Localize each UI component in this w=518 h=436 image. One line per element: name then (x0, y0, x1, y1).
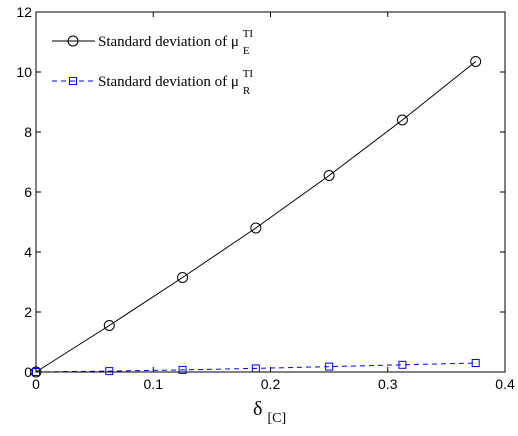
data-point-0 (323, 170, 335, 181)
data-point-0 (177, 272, 189, 283)
data-point-1 (398, 360, 407, 369)
legend-label-e: Standard deviation of μ TI E (98, 25, 257, 57)
x-tick-label: 0 (32, 376, 40, 392)
data-point-0 (250, 222, 262, 234)
y-axis-ticks: 0 2 4 6 8 10 12 (16, 4, 505, 380)
y-tick-label: 6 (24, 184, 32, 200)
plot-area-frame (35, 11, 506, 373)
x-axis-ticks: 0 0.1 0.2 0.3 0.4 (32, 12, 515, 392)
data-point-0 (470, 56, 482, 67)
y-tick-label: 4 (24, 244, 32, 260)
legend-marker-e (67, 35, 79, 47)
data-point-1 (471, 359, 480, 367)
legend: Standard deviation of μ TI E Standard de… (52, 25, 257, 97)
series-line-1 (35, 362, 476, 373)
x-axis-label: δ [C] (253, 398, 286, 426)
y-tick-label: 8 (24, 124, 32, 140)
x-tick-label: 0.1 (144, 376, 164, 392)
series-line-0 (35, 61, 477, 373)
data-point-1 (178, 365, 187, 374)
y-tick-label: 0 (24, 364, 32, 380)
data-point-1 (105, 367, 114, 376)
legend-entry-r: Standard deviation of μ TI R (52, 65, 257, 97)
series-layer (30, 56, 482, 378)
y-tick-label: 2 (24, 304, 32, 320)
x-tick-label: 0.4 (495, 376, 515, 392)
y-tick-label: 12 (16, 4, 32, 20)
data-point-1 (325, 362, 334, 371)
legend-label-r: Standard deviation of μ TI R (98, 65, 257, 97)
data-point-0 (103, 320, 115, 331)
x-tick-label: 0.3 (378, 376, 398, 392)
legend-marker-r (69, 77, 77, 85)
y-tick-label: 10 (16, 64, 32, 80)
x-tick-label: 0.2 (261, 376, 281, 392)
data-point-0 (396, 114, 408, 126)
legend-entry-e: Standard deviation of μ TI E (52, 25, 257, 57)
